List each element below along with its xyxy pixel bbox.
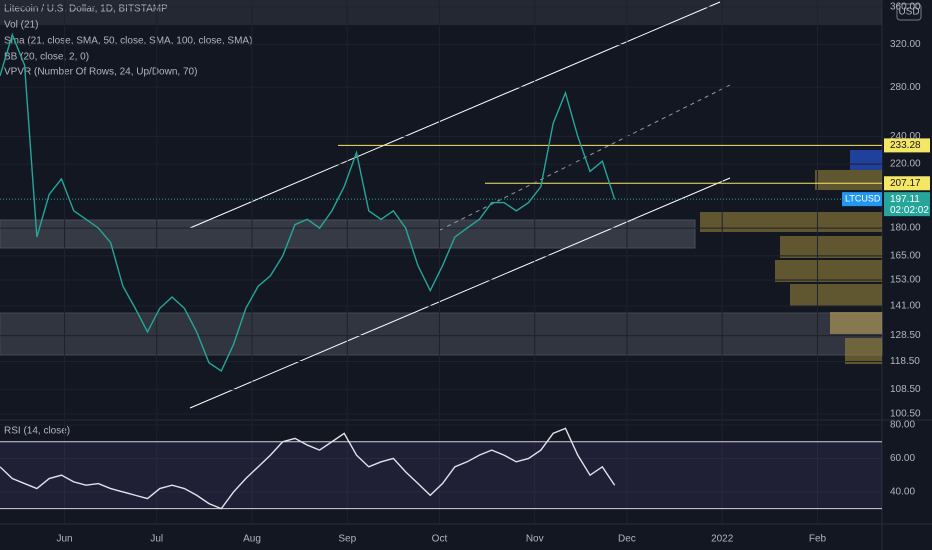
channel-line — [189, 1, 721, 229]
x-tick-label: Dec — [618, 534, 636, 545]
y-tick-label: 320.00 — [890, 39, 921, 50]
y-tick-label: 108.50 — [890, 384, 921, 395]
y-tick-label: 80.00 — [890, 420, 915, 431]
series-line — [0, 427, 616, 510]
currency-box[interactable] — [896, 3, 922, 21]
price-label: 197.11 — [890, 194, 920, 205]
x-tick-label: Nov — [526, 534, 544, 545]
zone — [0, 312, 883, 356]
currency[interactable]: USD — [898, 7, 919, 18]
x-tick-label: Jul — [150, 534, 163, 545]
symbol-label: LTCUSD — [845, 194, 881, 204]
y-tick-label: 40.00 — [890, 487, 915, 498]
x-tick-label: Sep — [338, 534, 356, 545]
y-tick-label: 153.00 — [890, 275, 921, 286]
countdown: 02:02:02 — [890, 205, 929, 216]
level-tag — [884, 176, 930, 191]
x-tick-label: Oct — [432, 534, 448, 545]
x-tick-label: 2022 — [711, 534, 734, 545]
y-tick-label: 165.00 — [890, 250, 921, 261]
x-tick-label: Feb — [809, 534, 827, 545]
indicator-label: BB (20, close, 2, 0) — [4, 52, 89, 63]
y-tick-label: 180.00 — [890, 223, 921, 234]
profile-bar — [845, 338, 882, 364]
x-tick-label: Aug — [243, 534, 261, 545]
y-tick-label: 128.50 — [890, 330, 921, 341]
price-tag — [884, 192, 930, 217]
symbol-tag — [842, 192, 882, 207]
level-tag — [884, 138, 930, 153]
profile-bar — [790, 284, 882, 306]
y-tick-label: 220.00 — [890, 159, 921, 170]
indicator-label: Sma (21, close, SMA, 50, close, SMA, 100… — [4, 36, 252, 47]
zone — [0, 0, 882, 25]
indicator-label: Vol (21) — [4, 20, 38, 31]
profile-bar — [700, 212, 882, 232]
level-label: 207.17 — [890, 178, 921, 189]
series-line — [0, 32, 616, 373]
y-tick-label: 280.00 — [890, 82, 921, 93]
profile-bar — [830, 312, 882, 334]
y-tick-label: 60.00 — [890, 453, 915, 464]
channel-line — [189, 177, 731, 409]
profile-bar — [775, 260, 882, 282]
profile-bar — [780, 236, 882, 258]
level-label: 233.28 — [890, 140, 921, 151]
chart-title: Litecoin / U.S. Dollar, 1D, BITSTAMP — [4, 4, 168, 15]
indicator-label: VPVR (Number Of Rows, 24, Up/Down, 70) — [4, 67, 197, 78]
y-tick-label: 360.00 — [890, 2, 921, 13]
rsi-band — [0, 441, 882, 509]
x-tick-label: Jun — [56, 534, 72, 545]
profile-bar — [850, 150, 882, 170]
y-tick-label: 240.00 — [890, 131, 921, 142]
profile-bar — [815, 170, 882, 190]
rsi-title: RSI (14, close) — [4, 426, 70, 437]
y-tick-label: 141.00 — [890, 301, 921, 312]
y-tick-label: 100.50 — [890, 409, 921, 420]
volume-profile — [700, 150, 882, 364]
y-tick-label: 118.50 — [890, 356, 920, 367]
